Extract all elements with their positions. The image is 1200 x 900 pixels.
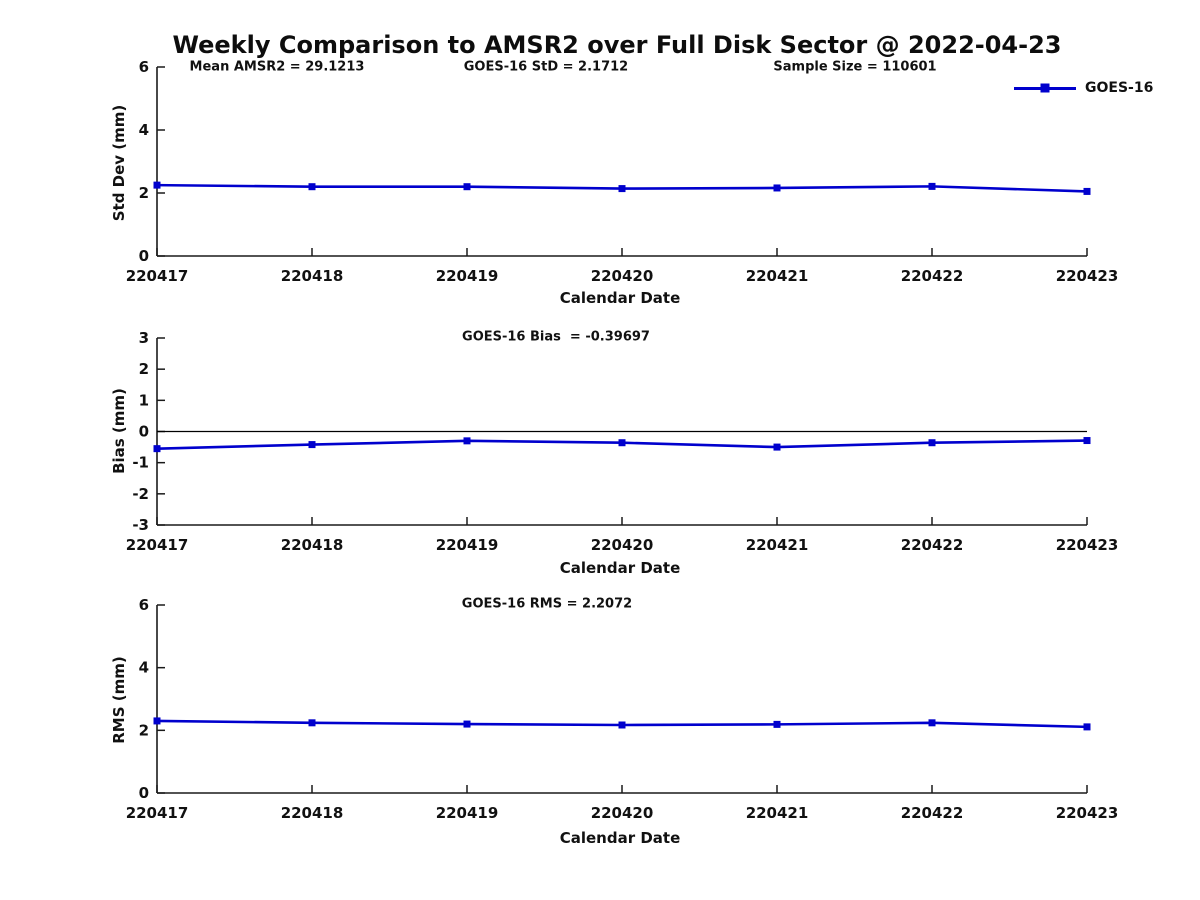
data-point-marker bbox=[618, 439, 626, 447]
svg-text:220421: 220421 bbox=[746, 267, 809, 285]
svg-text:2: 2 bbox=[139, 721, 149, 739]
data-point-marker bbox=[1083, 723, 1091, 731]
data-point-marker bbox=[153, 717, 161, 725]
svg-text:220421: 220421 bbox=[746, 804, 809, 822]
rms-y-axis-label: RMS (mm) bbox=[110, 656, 128, 744]
svg-text:6: 6 bbox=[139, 596, 149, 614]
svg-text:220417: 220417 bbox=[126, 267, 189, 285]
data-point-marker bbox=[618, 185, 626, 193]
svg-text:220418: 220418 bbox=[281, 804, 344, 822]
annotation-goes16-std: GOES-16 StD = 2.1712 bbox=[463, 59, 629, 75]
svg-text:3: 3 bbox=[139, 329, 149, 347]
svg-text:220418: 220418 bbox=[281, 536, 344, 554]
data-point-marker bbox=[773, 443, 781, 451]
svg-text:-1: -1 bbox=[132, 454, 149, 472]
svg-text:220417: 220417 bbox=[126, 804, 189, 822]
svg-text:4: 4 bbox=[139, 659, 149, 677]
legend-line-icon bbox=[1014, 83, 1076, 93]
svg-text:0: 0 bbox=[139, 423, 149, 441]
svg-text:220423: 220423 bbox=[1056, 536, 1119, 554]
data-point-marker bbox=[1083, 187, 1091, 195]
data-point-marker bbox=[773, 720, 781, 728]
svg-text:220423: 220423 bbox=[1056, 267, 1119, 285]
svg-text:220422: 220422 bbox=[901, 804, 964, 822]
svg-text:220419: 220419 bbox=[436, 804, 499, 822]
svg-text:6: 6 bbox=[139, 58, 149, 76]
svg-text:220419: 220419 bbox=[436, 536, 499, 554]
svg-text:-2: -2 bbox=[132, 485, 149, 503]
stddev-x-axis-label: Calendar Date bbox=[559, 289, 681, 307]
annotation-sample-size: Sample Size = 110601 bbox=[773, 59, 937, 75]
svg-text:220418: 220418 bbox=[281, 267, 344, 285]
legend-label: GOES-16 bbox=[1085, 80, 1154, 96]
svg-text:2: 2 bbox=[139, 184, 149, 202]
data-point-marker bbox=[928, 182, 936, 190]
subplot-rms: 0 2 4 6 220417 220418 220419 220420 220421 220422… bbox=[126, 596, 1119, 822]
svg-text:220423: 220423 bbox=[1056, 804, 1119, 822]
data-point-marker bbox=[308, 183, 316, 191]
annotation-mean-amsr2: Mean AMSR2 = 29.1213 bbox=[189, 59, 365, 75]
legend-marker-icon bbox=[1040, 83, 1050, 93]
data-point-marker bbox=[153, 181, 161, 189]
svg-text:0: 0 bbox=[139, 247, 149, 265]
svg-text:220421: 220421 bbox=[746, 536, 809, 554]
svg-text:220422: 220422 bbox=[901, 267, 964, 285]
rms-x-axis-label: Calendar Date bbox=[559, 829, 681, 847]
subplot-bias: -3 -2 -1 0 1 2 3 220417 220418 220419 220420 220421… bbox=[126, 329, 1119, 554]
data-point-marker bbox=[1083, 437, 1091, 445]
annotation-goes16-bias: GOES-16 Bias = -0.39697 bbox=[462, 329, 650, 345]
data-point-marker bbox=[463, 183, 471, 191]
legend: GOES-16 bbox=[1014, 80, 1153, 96]
data-point-marker bbox=[618, 721, 626, 729]
figure-title: Weekly Comparison to AMSR2 over Full Dis… bbox=[172, 31, 1062, 59]
data-point-marker bbox=[308, 441, 316, 449]
svg-text:220420: 220420 bbox=[591, 804, 654, 822]
data-point-marker bbox=[928, 439, 936, 447]
svg-text:220420: 220420 bbox=[591, 267, 654, 285]
stddev-y-axis-label: Std Dev (mm) bbox=[110, 104, 128, 222]
data-point-marker bbox=[928, 719, 936, 727]
svg-text:220420: 220420 bbox=[591, 536, 654, 554]
data-point-marker bbox=[153, 445, 161, 453]
svg-text:1: 1 bbox=[139, 391, 149, 409]
svg-text:220422: 220422 bbox=[901, 536, 964, 554]
svg-text:220417: 220417 bbox=[126, 536, 189, 554]
bias-x-axis-label: Calendar Date bbox=[559, 559, 681, 577]
subplot-std-dev: 0 2 4 6 220417 220418 220419 220420 220421 220422… bbox=[126, 58, 1119, 285]
data-point-marker bbox=[463, 720, 471, 728]
data-point-marker bbox=[463, 437, 471, 445]
bias-y-axis-label: Bias (mm) bbox=[110, 388, 128, 474]
svg-text:2: 2 bbox=[139, 360, 149, 378]
data-point-marker bbox=[773, 184, 781, 192]
svg-text:4: 4 bbox=[139, 121, 149, 139]
svg-text:0: 0 bbox=[139, 784, 149, 802]
data-point-marker bbox=[308, 719, 316, 727]
svg-text:220419: 220419 bbox=[436, 267, 499, 285]
svg-text:-3: -3 bbox=[132, 516, 149, 534]
annotation-goes16-rms: GOES-16 RMS = 2.2072 bbox=[461, 596, 633, 612]
